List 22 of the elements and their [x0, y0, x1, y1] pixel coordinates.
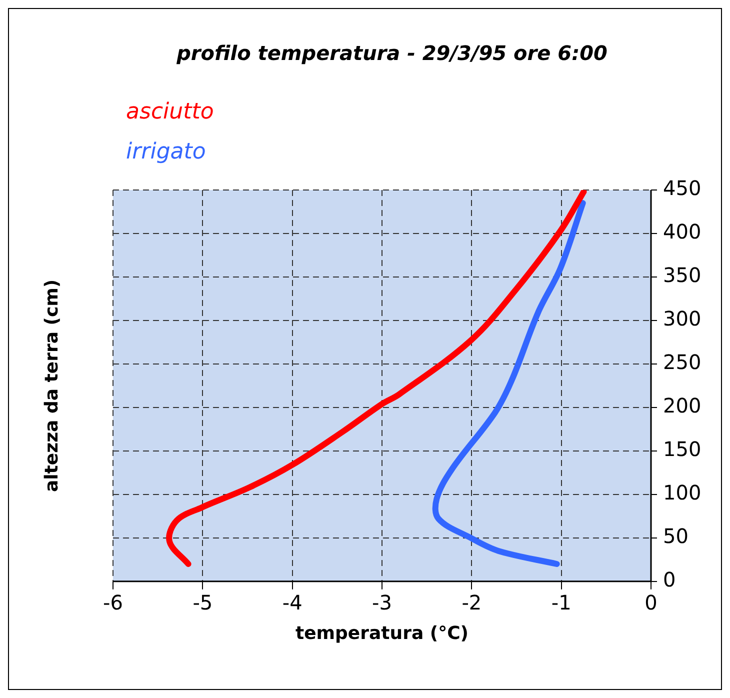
y-axis-title: altezza da terra (cm) [42, 279, 63, 492]
y-tick-label: 150 [663, 437, 702, 462]
x-tick-label: -6 [103, 590, 123, 615]
y-tick-label: 400 [663, 220, 702, 244]
x-tick-label: -5 [192, 590, 213, 615]
x-tick-label: -3 [372, 590, 392, 615]
y-tick-label: 200 [663, 394, 702, 418]
text: asciutto [126, 100, 214, 125]
y-tick-label: 300 [663, 306, 702, 331]
x-tick-label: 0 [644, 590, 658, 615]
chart-title: profilo temperatura - 29/3/95 ore 6:00 [176, 41, 608, 66]
x-tick-label: -1 [551, 590, 572, 615]
y-tick-label: 100 [663, 480, 702, 505]
y-tick-label: 0 [663, 568, 676, 592]
y-tick-label: 50 [663, 524, 688, 548]
x-tick-label: -2 [462, 590, 482, 615]
y-tick-label: 250 [663, 350, 702, 374]
y-tick-label: 350 [663, 263, 702, 288]
y-tick-label: 450 [663, 176, 702, 200]
x-axis-title: temperatura (°C) [295, 622, 469, 644]
text: irrigato [126, 140, 206, 165]
x-tick-label: -4 [282, 590, 302, 615]
